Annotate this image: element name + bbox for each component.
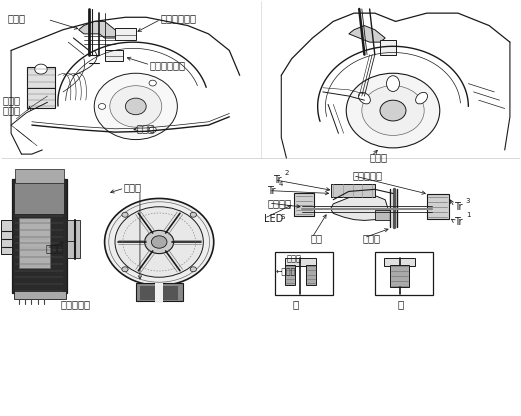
Polygon shape <box>349 25 385 42</box>
Bar <box>140 286 178 300</box>
Bar <box>306 265 316 285</box>
Bar <box>427 194 449 219</box>
Polygon shape <box>331 193 388 220</box>
Bar <box>390 265 408 287</box>
Circle shape <box>122 212 128 217</box>
Text: 信号盘: 信号盘 <box>363 233 381 243</box>
Text: 信号盘: 信号盘 <box>45 243 64 253</box>
Bar <box>375 210 390 220</box>
Circle shape <box>145 230 173 254</box>
Text: 4: 4 <box>279 181 283 187</box>
Circle shape <box>35 64 47 74</box>
Bar <box>115 28 136 40</box>
Circle shape <box>149 80 156 86</box>
Circle shape <box>110 86 162 127</box>
Text: S: S <box>280 214 284 220</box>
Bar <box>331 184 375 197</box>
Bar <box>380 40 395 54</box>
Circle shape <box>122 267 128 272</box>
Bar <box>12 179 67 293</box>
Bar <box>105 50 123 61</box>
Ellipse shape <box>358 92 370 104</box>
Ellipse shape <box>416 92 428 104</box>
Text: 3: 3 <box>466 198 470 204</box>
Circle shape <box>380 100 406 121</box>
Text: 控制杆: 控制杆 <box>369 152 388 162</box>
Bar <box>285 258 316 266</box>
Bar <box>27 67 55 109</box>
Circle shape <box>190 267 196 272</box>
Bar <box>14 291 66 299</box>
Circle shape <box>115 207 203 277</box>
Text: 遮光器: 遮光器 <box>287 254 302 263</box>
Circle shape <box>94 73 177 140</box>
Text: 光敏晶体管: 光敏晶体管 <box>353 170 383 180</box>
Text: Tr: Tr <box>454 202 463 212</box>
Circle shape <box>98 104 106 109</box>
Text: Tr: Tr <box>267 186 276 196</box>
Circle shape <box>109 202 209 282</box>
Circle shape <box>126 98 146 115</box>
Text: 前高度传感器: 前高度传感器 <box>161 14 197 24</box>
Ellipse shape <box>387 76 400 92</box>
Text: 通: 通 <box>293 299 299 309</box>
Text: 控制杆: 控制杆 <box>7 14 26 24</box>
Text: 导杆: 导杆 <box>311 233 322 243</box>
Text: 后高度传感器: 后高度传感器 <box>150 60 185 70</box>
Polygon shape <box>79 22 126 38</box>
Text: Tr: Tr <box>273 175 281 185</box>
Bar <box>294 193 314 216</box>
Text: 下支承: 下支承 <box>3 105 21 115</box>
Bar <box>383 258 415 266</box>
Circle shape <box>149 127 156 133</box>
Text: 1: 1 <box>466 212 470 218</box>
Bar <box>15 168 64 183</box>
Text: ←信号盘: ←信号盘 <box>276 267 296 276</box>
Text: 传感器轴: 传感器轴 <box>267 198 291 208</box>
Bar <box>15 183 64 214</box>
Circle shape <box>105 198 214 285</box>
Text: 传感器截面: 传感器截面 <box>60 300 91 310</box>
Bar <box>19 218 50 268</box>
Bar <box>1 220 12 254</box>
Text: 减振器: 减振器 <box>3 95 21 105</box>
Bar <box>275 252 333 295</box>
Text: 下摆臂: 下摆臂 <box>137 123 155 133</box>
Bar <box>285 265 295 285</box>
Text: LED: LED <box>264 214 283 224</box>
Circle shape <box>362 86 424 136</box>
Text: 2: 2 <box>284 171 289 176</box>
Bar <box>136 283 182 301</box>
Bar <box>155 283 163 302</box>
Text: Tr: Tr <box>454 217 463 227</box>
Circle shape <box>190 212 196 217</box>
Bar <box>67 220 80 258</box>
Circle shape <box>346 73 440 148</box>
Text: 遮光器: 遮光器 <box>124 182 142 192</box>
Bar <box>375 252 433 295</box>
Circle shape <box>152 236 167 248</box>
Text: 断: 断 <box>398 299 404 309</box>
